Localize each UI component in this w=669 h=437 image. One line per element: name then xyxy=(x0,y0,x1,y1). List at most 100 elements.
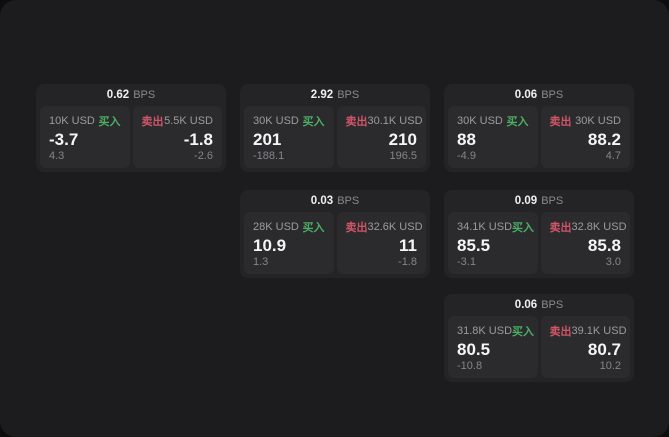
sell-price: 80.7 xyxy=(587,340,621,359)
sell-amount-label: 39.1K USD xyxy=(571,325,627,337)
sell-delta: -1.8 xyxy=(398,256,417,268)
buy-tag: 买入 xyxy=(302,116,325,128)
sell-amount-label: 32.8K USD xyxy=(571,221,627,233)
sell-delta: 10.2 xyxy=(599,360,621,372)
buy-tile-header: 34.1K USD 买入 xyxy=(457,219,534,235)
sell-tile-header: 卖出 5.5K USD xyxy=(142,113,214,129)
sell-tile-header: 卖出 32.8K USD xyxy=(549,219,627,235)
quote-body: 30K USD 买入 201 -188.1 卖出 30.1K USD 210 1… xyxy=(244,106,426,168)
buy-amount-label: 10K USD xyxy=(49,115,95,127)
bps-value: 0.62 xyxy=(106,89,130,101)
buy-tile[interactable]: 31.8K USD 买入 80.5 -10.8 xyxy=(448,316,538,378)
buy-amount-label: 28K USD xyxy=(253,221,299,233)
bps-header: 0.62 BPS xyxy=(40,84,222,106)
buy-tile[interactable]: 30K USD 买入 201 -188.1 xyxy=(244,106,334,168)
buy-amount-label: 31.8K USD xyxy=(457,325,513,337)
buy-tile-header: 30K USD 买入 xyxy=(457,113,529,129)
bps-unit-label: BPS xyxy=(541,89,564,101)
buy-price: 85.5 xyxy=(457,236,491,255)
buy-tile[interactable]: 30K USD 买入 88 -4.9 xyxy=(448,106,538,168)
buy-tile-header: 31.8K USD 买入 xyxy=(457,323,534,339)
buy-tile-header: 30K USD 买入 xyxy=(253,113,325,129)
sell-tile-header: 卖出 39.1K USD xyxy=(549,323,627,339)
quote-body: 31.8K USD 买入 80.5 -10.8 卖出 39.1K USD 80.… xyxy=(448,316,630,378)
quote-card-4: 0.03 BPS 28K USD 买入 10.9 1.3 卖出 32.6K US… xyxy=(240,190,430,278)
bps-header: 0.06 BPS xyxy=(448,294,630,316)
sell-tile[interactable]: 卖出 32.8K USD 85.8 3.0 xyxy=(540,212,630,274)
sell-amount-label: 30K USD xyxy=(575,115,621,127)
sell-tile-header: 卖出 30K USD xyxy=(550,113,622,129)
bps-value: 0.06 xyxy=(514,299,538,311)
buy-amount-label: 30K USD xyxy=(253,115,299,127)
quote-body: 28K USD 买入 10.9 1.3 卖出 32.6K USD 11 -1.8 xyxy=(244,212,426,274)
sell-price: 85.8 xyxy=(587,236,621,255)
sell-amount-label: 30.1K USD xyxy=(367,115,423,127)
quote-card-6: 0.06 BPS 31.8K USD 买入 80.5 -10.8 卖出 39.1… xyxy=(444,294,634,382)
quote-card-5: 0.09 BPS 34.1K USD 买入 85.5 -3.1 卖出 32.8K… xyxy=(444,190,634,278)
sell-delta: -2.6 xyxy=(194,150,213,162)
sell-tile-header: 卖出 32.6K USD xyxy=(345,219,423,235)
buy-tile[interactable]: 34.1K USD 买入 85.5 -3.1 xyxy=(448,212,538,274)
sell-price: 88.2 xyxy=(587,130,621,149)
buy-tile[interactable]: 28K USD 买入 10.9 1.3 xyxy=(244,212,334,274)
quote-card-1: 0.62 BPS 10K USD 买入 -3.7 4.3 卖出 5.5K USD… xyxy=(36,84,226,172)
buy-price: -3.7 xyxy=(49,130,79,149)
quote-body: 10K USD 买入 -3.7 4.3 卖出 5.5K USD -1.8 -2.… xyxy=(40,106,222,168)
bps-value: 0.06 xyxy=(514,89,538,101)
sell-tag: 卖出 xyxy=(549,222,572,234)
bps-unit-label: BPS xyxy=(337,89,360,101)
sell-delta: 196.5 xyxy=(389,150,417,162)
sell-price: 11 xyxy=(399,236,417,255)
sell-tag: 卖出 xyxy=(345,222,368,234)
buy-tag: 买入 xyxy=(512,326,535,338)
quote-card-3: 0.06 BPS 30K USD 买入 88 -4.9 卖出 30K USD 8… xyxy=(444,84,634,172)
buy-price: 80.5 xyxy=(457,340,491,359)
sell-tile[interactable]: 卖出 30K USD 88.2 4.7 xyxy=(540,106,630,168)
sell-amount-label: 5.5K USD xyxy=(164,115,213,127)
bps-unit-label: BPS xyxy=(541,195,564,207)
quote-card-2: 2.92 BPS 30K USD 买入 201 -188.1 卖出 30.1K … xyxy=(240,84,430,172)
bps-value: 0.03 xyxy=(310,195,334,207)
sell-tile[interactable]: 卖出 5.5K USD -1.8 -2.6 xyxy=(132,106,222,168)
bps-header: 0.06 BPS xyxy=(448,84,630,106)
sell-delta: 3.0 xyxy=(605,256,621,268)
sell-amount-label: 32.6K USD xyxy=(367,221,423,233)
buy-tag: 买入 xyxy=(512,222,535,234)
bps-header: 2.92 BPS xyxy=(244,84,426,106)
buy-tag: 买入 xyxy=(302,222,325,234)
buy-delta: 1.3 xyxy=(253,256,269,268)
bps-unit-label: BPS xyxy=(541,299,564,311)
buy-delta: -10.8 xyxy=(457,360,483,372)
buy-tag: 买入 xyxy=(98,116,121,128)
buy-price: 88 xyxy=(457,130,476,149)
quote-body: 30K USD 买入 88 -4.9 卖出 30K USD 88.2 4.7 xyxy=(448,106,630,168)
buy-price: 201 xyxy=(253,130,282,149)
buy-delta: -188.1 xyxy=(253,150,285,162)
sell-tag: 卖出 xyxy=(345,116,368,128)
bps-header: 0.03 BPS xyxy=(244,190,426,212)
sell-tile[interactable]: 卖出 30.1K USD 210 196.5 xyxy=(336,106,426,168)
buy-tag: 买入 xyxy=(506,116,529,128)
bps-header: 0.09 BPS xyxy=(448,190,630,212)
buy-amount-label: 34.1K USD xyxy=(457,221,513,233)
sell-tile[interactable]: 卖出 32.6K USD 11 -1.8 xyxy=(336,212,426,274)
bps-value: 0.09 xyxy=(514,195,538,207)
sell-tile-header: 卖出 30.1K USD xyxy=(345,113,423,129)
buy-tile-header: 10K USD 买入 xyxy=(49,113,121,129)
bps-unit-label: BPS xyxy=(337,195,360,207)
sell-price: -1.8 xyxy=(183,130,213,149)
sell-tag: 卖出 xyxy=(549,326,572,338)
buy-delta: -3.1 xyxy=(457,256,476,268)
bps-unit-label: BPS xyxy=(133,89,156,101)
buy-delta: -4.9 xyxy=(457,150,476,162)
buy-tile[interactable]: 10K USD 买入 -3.7 4.3 xyxy=(40,106,130,168)
buy-tile-header: 28K USD 买入 xyxy=(253,219,325,235)
quote-body: 34.1K USD 买入 85.5 -3.1 卖出 32.8K USD 85.8… xyxy=(448,212,630,274)
sell-delta: 4.7 xyxy=(605,150,621,162)
sell-tile[interactable]: 卖出 39.1K USD 80.7 10.2 xyxy=(540,316,630,378)
bps-value: 2.92 xyxy=(310,89,334,101)
buy-amount-label: 30K USD xyxy=(457,115,503,127)
sell-tag: 卖出 xyxy=(549,116,572,128)
buy-price: 10.9 xyxy=(253,236,287,255)
